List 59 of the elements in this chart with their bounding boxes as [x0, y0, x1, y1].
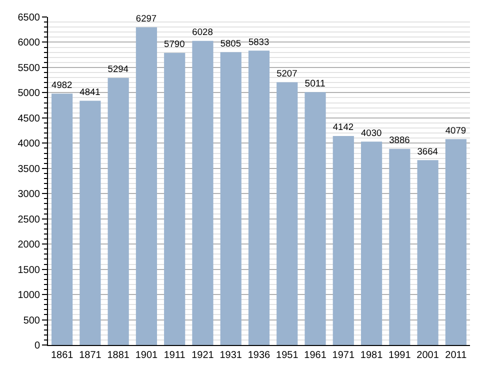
- bar: [220, 52, 242, 345]
- x-tick-label: 1881: [107, 350, 130, 361]
- y-tick-label: 4000: [18, 138, 40, 150]
- y-tick-label: 2000: [18, 240, 40, 251]
- y-tick-label: 6500: [18, 12, 40, 24]
- data-label: 4982: [52, 80, 72, 90]
- y-tick-label: 0: [34, 340, 40, 352]
- y-tick-label: 5500: [18, 62, 40, 74]
- x-tick-label: 1971: [332, 350, 355, 361]
- y-tick-label: 6000: [18, 38, 40, 49]
- bar: [360, 142, 382, 345]
- x-tick-label: 1936: [248, 350, 271, 361]
- data-label: 4030: [360, 128, 382, 138]
- x-tick-label: 1961: [304, 350, 327, 361]
- y-tick-label: 4500: [18, 113, 40, 124]
- data-label: 5790: [164, 39, 185, 50]
- y-tick-label: 3500: [18, 164, 40, 175]
- bar: [304, 92, 326, 345]
- bar: [164, 52, 186, 345]
- data-label: 5833: [248, 36, 270, 47]
- bar: [136, 27, 158, 345]
- data-label: 3664: [417, 146, 438, 156]
- y-tick-label: 1000: [18, 290, 40, 302]
- bar: [52, 94, 73, 345]
- x-tick-label: 1921: [192, 350, 214, 361]
- bar: [276, 82, 298, 345]
- data-label: 5011: [304, 78, 326, 90]
- x-tick-label: 1951: [276, 350, 299, 361]
- bar: [192, 40, 214, 345]
- data-label: 4841: [80, 86, 100, 97]
- data-label: 5294: [108, 64, 128, 74]
- y-tick-label: 2500: [18, 214, 40, 226]
- x-tick-label: 2011: [445, 350, 468, 361]
- x-tick-label: 1861: [50, 350, 74, 361]
- bar: [445, 139, 466, 345]
- y-tick-label: 5000: [18, 88, 40, 100]
- bar: [248, 50, 270, 345]
- y-tick-label: 3000: [18, 189, 40, 200]
- x-tick-label: 1871: [79, 350, 102, 361]
- x-tick-label: 1991: [388, 350, 412, 361]
- x-tick-label: 2001: [416, 350, 440, 361]
- data-label: 6028: [192, 27, 213, 38]
- data-label: 5805: [220, 38, 242, 48]
- bar: [80, 100, 101, 345]
- x-tick-label: 1911: [164, 350, 186, 361]
- y-tick-label: 500: [23, 315, 40, 326]
- x-tick-label: 1901: [135, 350, 158, 361]
- bar: [108, 78, 129, 345]
- bar: [417, 160, 438, 345]
- bar: [389, 148, 410, 345]
- data-label: 5207: [276, 68, 298, 78]
- data-label: 4142: [332, 122, 354, 132]
- data-label: 6297: [136, 13, 157, 24]
- data-label: 3886: [389, 135, 410, 146]
- y-tick-label: 1500: [18, 264, 40, 276]
- bar: [332, 136, 354, 345]
- x-tick-label: 1981: [360, 350, 384, 361]
- x-tick-label: 1931: [220, 350, 242, 361]
- data-label: 4079: [445, 125, 466, 136]
